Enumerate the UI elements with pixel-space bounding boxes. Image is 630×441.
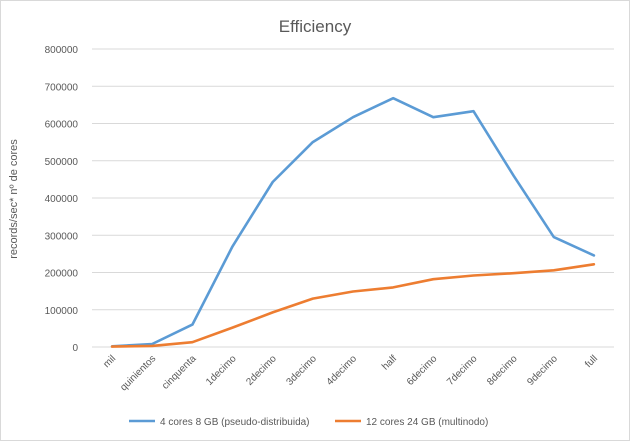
y-tick-label: 700000 <box>45 82 79 93</box>
y-axis-ticks: 0 100000 200000 300000 400000 500000 600000 700… <box>45 45 79 354</box>
x-tick-label: 3decimo <box>284 353 319 388</box>
x-tick-label: 2decimo <box>244 353 279 388</box>
x-tick-label: half <box>380 353 399 372</box>
series-line <box>110 262 596 348</box>
y-tick-label: 500000 <box>45 157 79 168</box>
y-axis-label: records/sec* nº de cores <box>8 139 20 259</box>
legend-label: 12 cores 24 GB (multinodo) <box>366 417 488 428</box>
x-tick-label: quinientos <box>118 353 158 393</box>
x-tick-label: mil <box>101 353 118 370</box>
x-tick-label: 7decimo <box>445 353 480 388</box>
x-tick-label: full <box>583 353 600 370</box>
x-axis-ticks: mil quinientos cinquenta 1decimo 2decimo 3dec… <box>101 353 600 393</box>
y-tick-label: 300000 <box>45 231 79 242</box>
x-tick-label: 9decimo <box>525 353 560 388</box>
series-lines <box>110 96 596 348</box>
y-tick-label: 100000 <box>45 306 79 317</box>
y-tick-label: 200000 <box>45 269 79 280</box>
y-tick-label: 0 <box>72 343 78 354</box>
legend-label: 4 cores 8 GB (pseudo-distribuida) <box>160 417 310 428</box>
x-tick-label: 4decimo <box>325 353 360 388</box>
chart-title: Efficiency <box>279 17 352 36</box>
y-tick-label: 800000 <box>45 45 79 56</box>
x-tick-label: 8decimo <box>485 353 520 388</box>
x-tick-label: 1decimo <box>204 353 239 388</box>
x-tick-label: cinquenta <box>160 353 199 392</box>
series-line <box>110 96 596 348</box>
gridlines <box>92 48 614 348</box>
legend: 4 cores 8 GB (pseudo-distribuida) 12 core… <box>129 417 488 428</box>
y-tick-label: 400000 <box>45 194 79 205</box>
y-tick-label: 600000 <box>45 120 79 131</box>
x-tick-label: 6decimo <box>405 353 440 388</box>
